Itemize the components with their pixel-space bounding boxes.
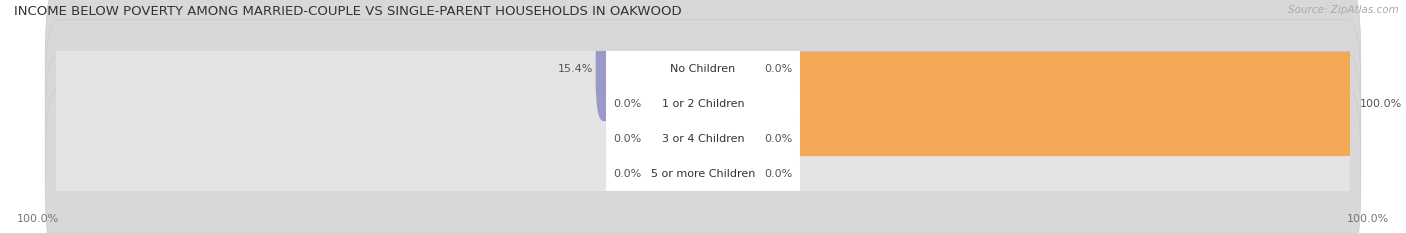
FancyBboxPatch shape: [45, 89, 1361, 233]
FancyBboxPatch shape: [644, 86, 711, 191]
FancyBboxPatch shape: [45, 0, 1361, 153]
FancyBboxPatch shape: [56, 4, 1350, 133]
FancyBboxPatch shape: [695, 16, 762, 121]
Text: 0.0%: 0.0%: [765, 134, 793, 144]
Text: 100.0%: 100.0%: [1347, 214, 1389, 224]
FancyBboxPatch shape: [644, 121, 711, 226]
FancyBboxPatch shape: [606, 24, 800, 113]
FancyBboxPatch shape: [695, 121, 762, 226]
FancyBboxPatch shape: [606, 94, 800, 183]
Text: Source: ZipAtlas.com: Source: ZipAtlas.com: [1288, 5, 1399, 15]
FancyBboxPatch shape: [606, 59, 800, 148]
FancyBboxPatch shape: [606, 129, 800, 218]
Text: 0.0%: 0.0%: [613, 169, 641, 178]
Text: 100.0%: 100.0%: [1360, 99, 1402, 109]
FancyBboxPatch shape: [644, 51, 711, 156]
Text: 3 or 4 Children: 3 or 4 Children: [662, 134, 744, 144]
Text: 15.4%: 15.4%: [558, 64, 593, 74]
FancyBboxPatch shape: [45, 54, 1361, 223]
FancyBboxPatch shape: [596, 16, 711, 121]
Text: 5 or more Children: 5 or more Children: [651, 169, 755, 178]
Text: 1 or 2 Children: 1 or 2 Children: [662, 99, 744, 109]
Text: 0.0%: 0.0%: [765, 64, 793, 74]
FancyBboxPatch shape: [56, 109, 1350, 233]
Text: 0.0%: 0.0%: [765, 169, 793, 178]
Text: INCOME BELOW POVERTY AMONG MARRIED-COUPLE VS SINGLE-PARENT HOUSEHOLDS IN OAKWOOD: INCOME BELOW POVERTY AMONG MARRIED-COUPL…: [14, 5, 682, 18]
FancyBboxPatch shape: [56, 74, 1350, 203]
Text: 0.0%: 0.0%: [613, 99, 641, 109]
Text: No Children: No Children: [671, 64, 735, 74]
FancyBboxPatch shape: [45, 20, 1361, 188]
FancyBboxPatch shape: [695, 86, 762, 191]
FancyBboxPatch shape: [56, 39, 1350, 168]
Text: 0.0%: 0.0%: [613, 134, 641, 144]
Text: 100.0%: 100.0%: [17, 214, 59, 224]
FancyBboxPatch shape: [695, 51, 1358, 156]
